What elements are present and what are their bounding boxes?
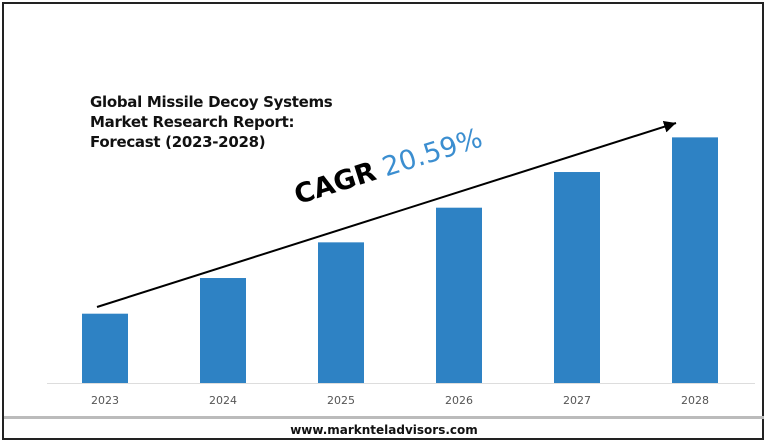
- bar-2025: [318, 242, 364, 383]
- footer-website[interactable]: www.marknteladvisors.com: [290, 423, 478, 437]
- title-line-3: Forecast (2023-2028): [90, 133, 266, 151]
- x-tick-label: 2027: [563, 394, 591, 407]
- trend-arrow: [96, 120, 677, 308]
- title-line-1: Global Missile Decoy Systems: [90, 93, 333, 111]
- chart-title: Global Missile Decoy Systems Market Rese…: [90, 92, 333, 152]
- x-tick-label: 2026: [445, 394, 473, 407]
- bar-2027: [554, 172, 600, 383]
- x-tick-label: 2023: [91, 394, 119, 407]
- bar-2024: [200, 278, 246, 383]
- x-tick-label: 2025: [327, 394, 355, 407]
- bar-2028: [672, 137, 718, 383]
- bar-2026: [436, 207, 482, 383]
- x-tick-label: 2024: [209, 394, 237, 407]
- title-line-2: Market Research Report:: [90, 113, 295, 131]
- chart-frame: [2, 2, 764, 440]
- bar-2023: [82, 313, 128, 383]
- footer-divider: [4, 416, 764, 419]
- x-tick-label: 2028: [681, 394, 709, 407]
